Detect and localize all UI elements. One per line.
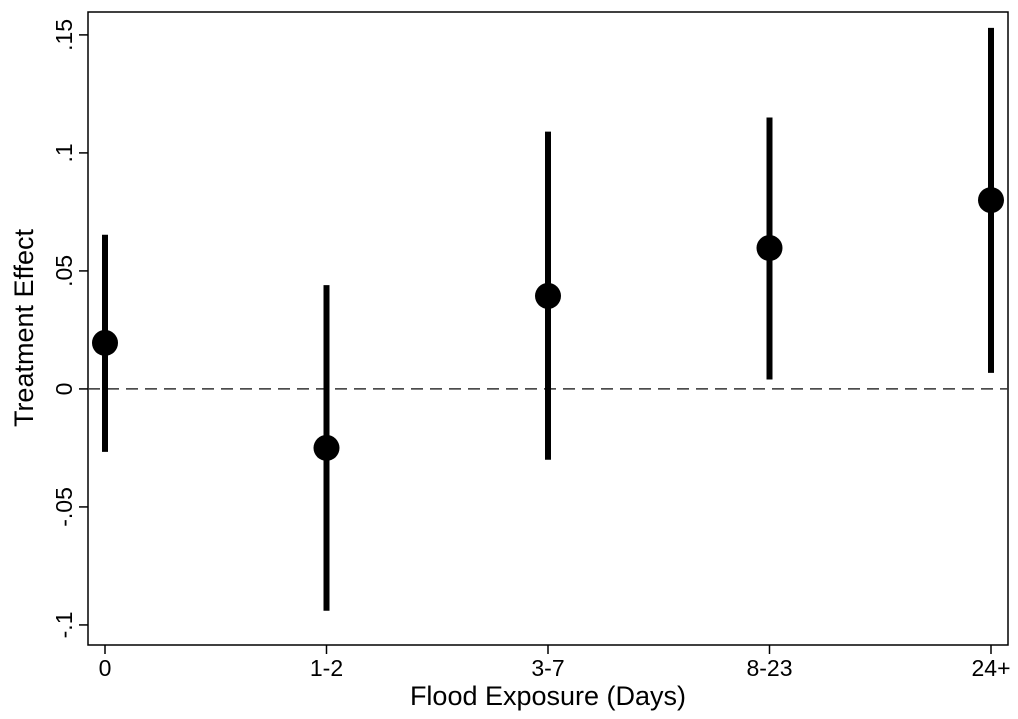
y-tick-label: -.1 <box>51 612 77 639</box>
x-tick-label: 0 <box>99 655 112 681</box>
x-tick-label: 3-7 <box>531 655 564 681</box>
point <box>92 329 118 356</box>
x-tick-label: 8-23 <box>746 655 792 681</box>
x-tick-label: 1-2 <box>310 655 343 681</box>
point <box>535 282 561 309</box>
x-axis-title: Flood Exposure (Days) <box>410 681 686 711</box>
point <box>756 235 783 262</box>
y-tick-label: .05 <box>51 255 77 287</box>
y-tick-label: -.05 <box>51 487 77 527</box>
point <box>978 187 1004 214</box>
point <box>313 434 340 461</box>
y-tick-label: 0 <box>51 383 77 396</box>
x-tick-label: 24+ <box>971 655 1010 681</box>
y-tick-label: .1 <box>51 143 77 162</box>
y-tick-label: .15 <box>51 19 77 51</box>
y-axis-title: Treatment Effect <box>9 228 39 427</box>
